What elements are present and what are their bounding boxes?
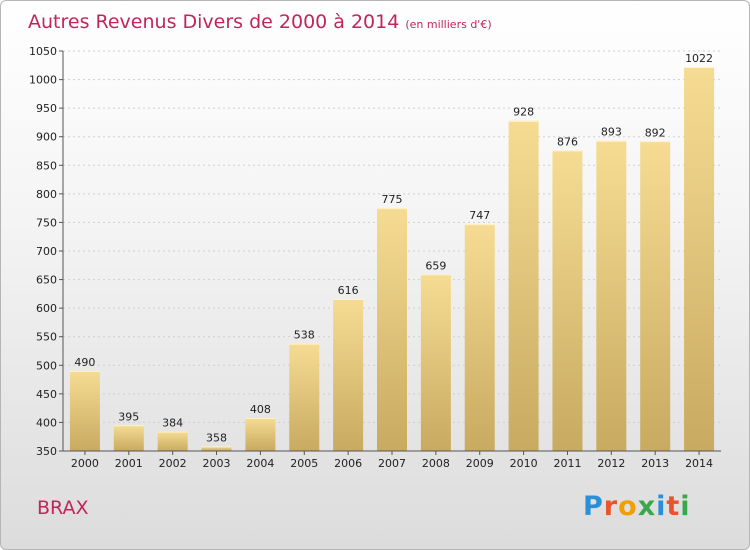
bar-2008 [420,274,451,451]
x-tick-label-2009: 2009 [466,457,494,470]
y-tick-label: 800 [36,188,57,201]
value-label-2005: 538 [294,329,315,342]
bar-2005 [289,343,320,451]
y-tick-label: 600 [36,302,57,315]
y-tick-label: 700 [36,245,57,258]
bar-2004 [245,417,276,451]
y-tick-label: 500 [36,359,57,372]
axes: 350 400 450 500 550 600 650 700 750 800 850 900 950 1… [29,45,721,470]
x-tick-label-2013: 2013 [641,457,669,470]
proxiti-logo: Proxiti [583,491,691,522]
y-tick-label: 400 [36,416,57,429]
y-tick-label: 850 [36,159,57,172]
bars: 490 395 384 358 408 538 616 775 659 747 928 876 893 8… [69,52,715,452]
x-tick-label-2002: 2002 [159,457,187,470]
bar-2014 [684,67,715,451]
x-tick-label-2008: 2008 [422,457,450,470]
value-label-2010: 928 [513,106,534,119]
logo-letter: t [666,491,681,522]
chart-title: Autres Revenus Divers de 2000 à 2014 (en … [28,11,492,33]
bar-2000 [69,371,100,451]
bar-2013 [640,141,671,452]
bar-2010 [508,120,539,451]
bar-2011 [552,150,583,451]
value-label-2012: 893 [601,126,622,139]
x-tick-label-2006: 2006 [334,457,362,470]
x-tick-label-2004: 2004 [246,457,274,470]
x-tick-label-2007: 2007 [378,457,406,470]
y-tick-label: 550 [36,331,57,344]
logo-letter: i [680,491,691,522]
commune-name: BRAX [37,497,89,519]
value-label-2007: 775 [382,193,403,206]
x-tick-label-2000: 2000 [71,457,99,470]
value-label-2002: 384 [162,417,183,430]
value-label-2011: 876 [557,135,578,148]
y-tick-label: 450 [36,388,57,401]
value-label-2003: 358 [206,431,227,444]
y-tick-label: 900 [36,131,57,144]
value-label-2008: 659 [425,259,446,272]
value-label-2006: 616 [338,284,359,297]
y-tick-label: 1050 [29,45,57,58]
logo-letter: i [656,491,667,522]
x-tick-label-2011: 2011 [553,457,581,470]
logo-letter: x [637,491,657,522]
value-label-2009: 747 [469,209,490,222]
x-tick-label-2005: 2005 [290,457,318,470]
bar-2006 [333,299,364,451]
bar-2007 [377,208,407,451]
bar-2012 [596,140,627,451]
chart-subtitle: (en milliers d'€) [405,18,492,31]
y-tick-label: 950 [36,102,57,115]
y-tick-label: 350 [36,445,57,458]
bar-2001 [113,425,144,451]
value-label-2013: 892 [645,126,666,139]
x-tick-label-2010: 2010 [510,457,538,470]
logo-letter: o [618,491,638,522]
bar-2002 [157,431,188,451]
value-label-2000: 490 [74,356,95,369]
x-tick-label-2001: 2001 [115,457,143,470]
logo-letter: P [583,491,604,522]
chart-title-text: Autres Revenus Divers de 2000 à 2014 [28,11,400,33]
value-label-2014: 1022 [685,52,713,65]
value-label-2004: 408 [250,403,271,416]
bar-2003 [201,446,232,451]
value-label-2001: 395 [118,410,139,423]
y-tick-label: 1000 [29,74,57,87]
logo-letter: r [603,491,619,522]
x-tick-label-2003: 2003 [203,457,231,470]
bar-2009 [464,224,495,451]
y-tick-label: 650 [36,274,57,287]
x-tick-label-2014: 2014 [685,457,713,470]
x-tick-label-2012: 2012 [597,457,625,470]
y-tick-label: 750 [36,216,57,229]
